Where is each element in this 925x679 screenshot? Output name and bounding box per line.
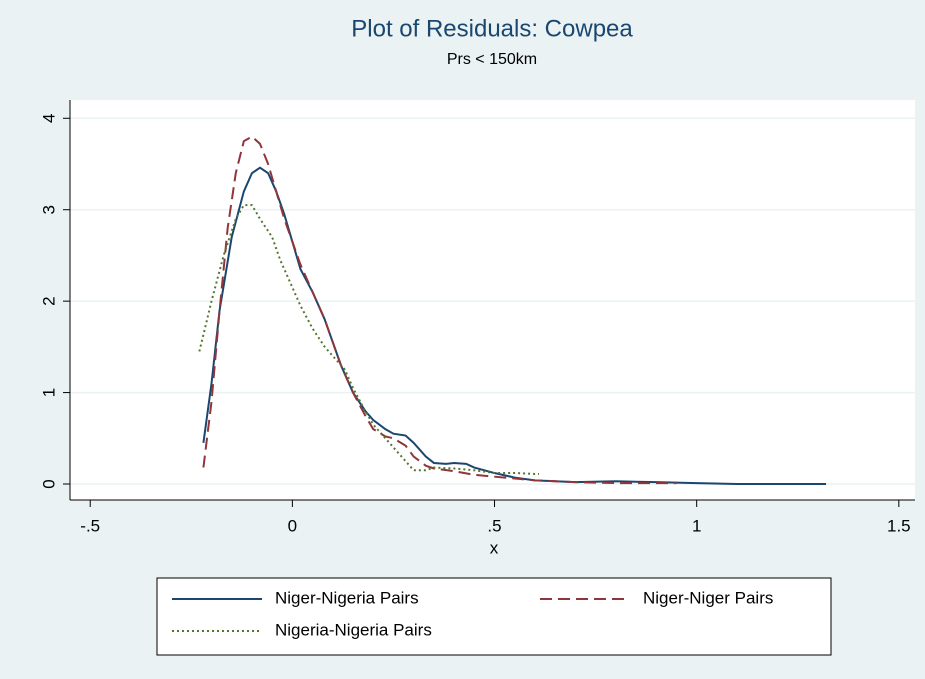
legend (156, 577, 832, 656)
y-tick-label: 0 (39, 479, 58, 488)
y-tick-label: 2 (39, 296, 58, 305)
x-tick-label: .5 (487, 516, 501, 535)
y-tick-label: 4 (39, 114, 58, 123)
line-series (202, 135, 677, 485)
legend-label: Niger-Niger Pairs (643, 588, 773, 607)
x-axis-label: x (490, 538, 499, 557)
legend-label: Niger-Nigeria Pairs (275, 588, 419, 607)
x-tick-label: 1.5 (887, 516, 911, 535)
legend-label: Nigeria-Nigeria Pairs (275, 620, 432, 639)
chart-subtitle: Prs < 150km (447, 51, 537, 68)
plot-area (70, 100, 915, 500)
y-tick-label: 3 (39, 205, 58, 214)
x-tick-label: 0 (288, 516, 297, 535)
x-tick-label: -.5 (80, 516, 100, 535)
x-tick-label: 1 (692, 516, 701, 535)
line-series (198, 204, 539, 475)
chart-title: Plot of Residuals: Cowpea (351, 15, 633, 42)
y-tick-label: 1 (39, 388, 58, 397)
line-series (202, 166, 827, 485)
